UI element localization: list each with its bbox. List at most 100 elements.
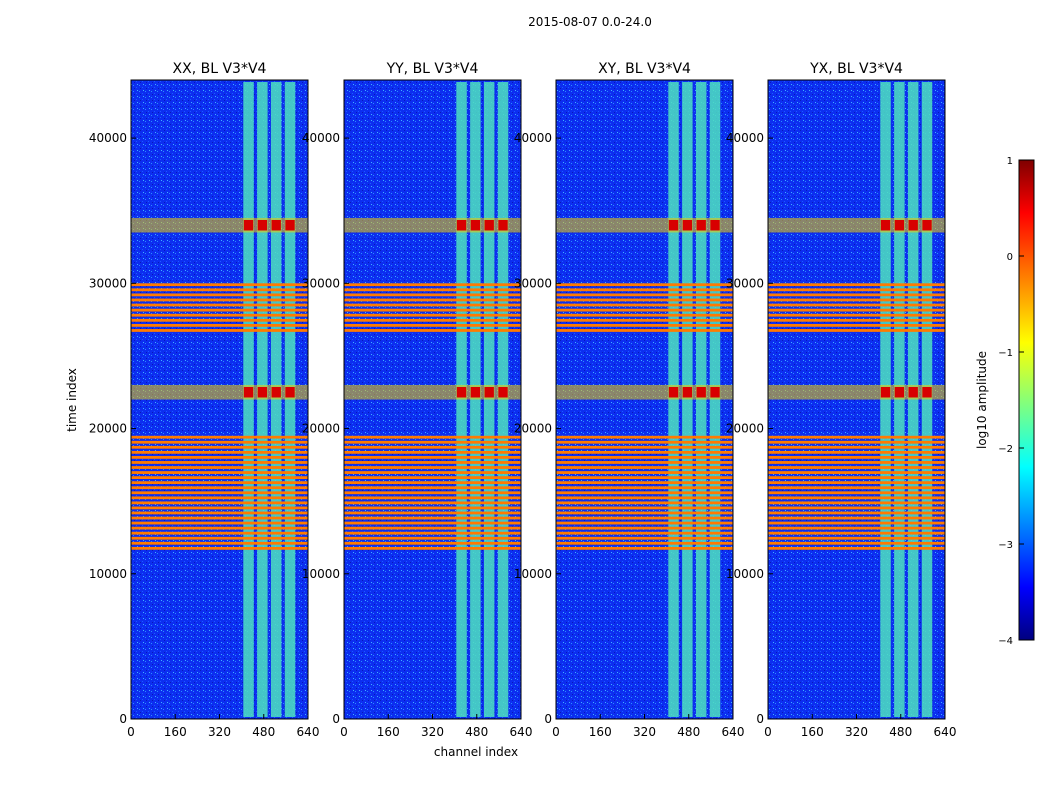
flagged-stripe bbox=[768, 283, 945, 287]
flagged-stripe bbox=[768, 471, 945, 474]
y-tick-label: 30000 bbox=[726, 276, 764, 290]
flagged-stripe bbox=[131, 521, 308, 525]
colorbar-label: log10 amplitude bbox=[975, 351, 989, 449]
flagged-stripe bbox=[768, 501, 945, 505]
x-tick-label: 320 bbox=[633, 725, 656, 739]
colorbar: −4 −3 −2 −1 0 1 log10 amplitude bbox=[975, 156, 1035, 647]
flagged-stripe bbox=[131, 445, 308, 449]
colorbar-ticks: −4 −3 −2 −1 0 1 bbox=[998, 156, 1024, 647]
flagged-stripe bbox=[556, 541, 733, 545]
flare-band bbox=[556, 217, 733, 233]
flagged-stripe bbox=[768, 445, 945, 449]
flagged-stripe bbox=[344, 313, 521, 317]
flagged-stripe bbox=[768, 466, 945, 469]
flare-band bbox=[131, 217, 308, 233]
flagged-stripe bbox=[131, 546, 308, 550]
flare-peak bbox=[257, 219, 268, 231]
flare-peak bbox=[271, 219, 281, 231]
y-tick-label: 0 bbox=[756, 712, 764, 726]
y-tick-label: 0 bbox=[119, 712, 127, 726]
y-tick-label: 30000 bbox=[302, 276, 340, 290]
flare-peak bbox=[243, 386, 254, 398]
flagged-stripe bbox=[344, 481, 521, 485]
flagged-stripe bbox=[556, 323, 733, 327]
flagged-stripe bbox=[556, 496, 733, 500]
flagged-stripe bbox=[768, 288, 945, 292]
flare-peak bbox=[880, 219, 891, 231]
flagged-stripe bbox=[556, 435, 733, 439]
panel-title: XX, BL V3*V4 bbox=[173, 61, 267, 77]
flagged-stripe bbox=[344, 298, 521, 302]
flagged-stripe bbox=[556, 521, 733, 525]
flagged-stripe bbox=[131, 466, 308, 469]
flagged-stripe bbox=[344, 308, 521, 312]
flagged-stripe bbox=[556, 308, 733, 312]
colorbar-tick-label: −3 bbox=[998, 540, 1013, 551]
flagged-stripe bbox=[344, 526, 521, 530]
colorbar-tick-label: 1 bbox=[1007, 156, 1013, 167]
flare-peak bbox=[710, 386, 720, 398]
flagged-stripe bbox=[556, 486, 733, 490]
flagged-stripe bbox=[131, 486, 308, 490]
flagged-stripe bbox=[344, 283, 521, 287]
y-tick-label: 10000 bbox=[514, 567, 552, 581]
y-tick-label: 30000 bbox=[89, 276, 127, 290]
flagged-stripe bbox=[556, 526, 733, 530]
flagged-stripe bbox=[556, 471, 733, 474]
flagged-stripe bbox=[768, 536, 945, 540]
flagged-stripe bbox=[131, 318, 308, 322]
flagged-stripe bbox=[768, 496, 945, 500]
flagged-stripe bbox=[768, 511, 945, 515]
flare-peak bbox=[682, 219, 693, 231]
flagged-stripe bbox=[556, 293, 733, 297]
flagged-stripe bbox=[131, 471, 308, 474]
flagged-stripe bbox=[344, 318, 521, 322]
flagged-stripe bbox=[131, 511, 308, 515]
flagged-stripe bbox=[344, 541, 521, 545]
flagged-stripe bbox=[131, 308, 308, 312]
y-tick-label: 0 bbox=[544, 712, 552, 726]
flagged-stripe bbox=[556, 466, 733, 469]
flagged-stripe bbox=[344, 445, 521, 449]
x-tick-label: 160 bbox=[589, 725, 612, 739]
flagged-stripe bbox=[768, 308, 945, 312]
x-tick-label: 640 bbox=[510, 725, 533, 739]
flagged-stripe bbox=[344, 491, 521, 495]
flagged-stripe bbox=[131, 531, 308, 535]
flagged-stripe bbox=[768, 435, 945, 439]
flagged-stripe bbox=[556, 456, 733, 459]
x-tick-label: 320 bbox=[208, 725, 231, 739]
flagged-stripe bbox=[556, 440, 733, 444]
x-tick-label: 640 bbox=[934, 725, 957, 739]
flagged-stripe bbox=[768, 521, 945, 525]
flagged-stripe bbox=[556, 536, 733, 540]
flare-peak bbox=[696, 219, 706, 231]
flagged-stripe bbox=[768, 516, 945, 520]
flare-band bbox=[556, 384, 733, 400]
flagged-stripe bbox=[768, 313, 945, 317]
flagged-stripe bbox=[768, 506, 945, 510]
flare-peak bbox=[682, 386, 693, 398]
colorbar-tick-label: −4 bbox=[998, 636, 1013, 647]
flagged-stripe bbox=[131, 496, 308, 500]
flare-peak bbox=[285, 219, 295, 231]
flagged-stripe bbox=[768, 481, 945, 485]
colorbar-tick-label: −1 bbox=[998, 348, 1013, 359]
flare-peak bbox=[257, 386, 268, 398]
flagged-stripe bbox=[344, 440, 521, 444]
flagged-stripe bbox=[344, 303, 521, 307]
flagged-stripe bbox=[556, 298, 733, 302]
flagged-stripe bbox=[768, 450, 945, 454]
flagged-stripe bbox=[131, 440, 308, 444]
flare-peak bbox=[908, 219, 918, 231]
flare-peak bbox=[271, 386, 281, 398]
flagged-stripe bbox=[344, 293, 521, 297]
flare-peak bbox=[484, 219, 494, 231]
y-tick-label: 20000 bbox=[514, 422, 552, 436]
flagged-stripe bbox=[768, 486, 945, 490]
panel-2: XY, BL V3*V4 0 160 320 480 640 0 10000 20000 3000… bbox=[514, 61, 745, 739]
y-tick-label: 10000 bbox=[726, 567, 764, 581]
flare-peak bbox=[880, 386, 891, 398]
figure-title: 2015-08-07 0.0-24.0 bbox=[528, 15, 652, 29]
flagged-stripe bbox=[556, 531, 733, 535]
